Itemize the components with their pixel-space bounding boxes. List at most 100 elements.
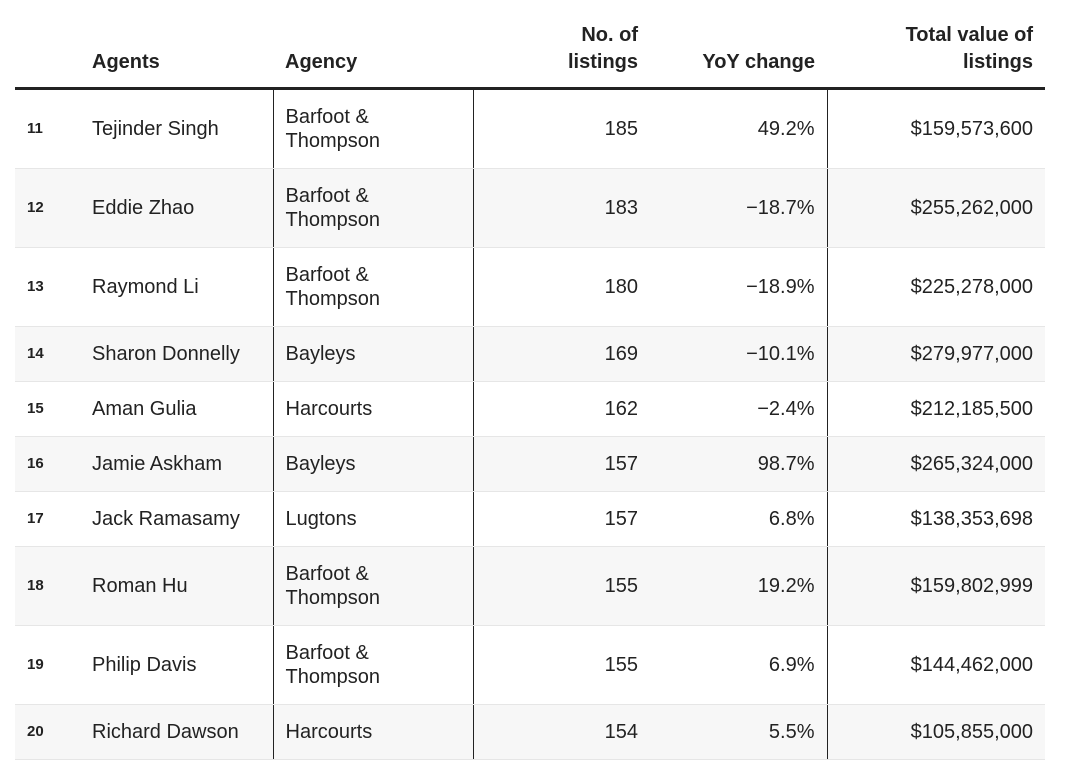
cell-rank: 19 xyxy=(15,625,80,705)
cell-listings: 180 xyxy=(472,247,650,327)
cell-rank: 12 xyxy=(15,168,80,248)
cell-rank: 17 xyxy=(15,491,80,547)
cell-listings: 185 xyxy=(472,88,650,169)
agency-line1: Bayleys xyxy=(285,453,356,475)
cell-listings: 157 xyxy=(472,491,650,547)
agency-line1: Barfoot & xyxy=(285,264,369,286)
cell-yoy: 6.9% xyxy=(650,625,827,705)
table-body: 11 Tejinder Singh Barfoot & Thompson 185 … xyxy=(15,88,1045,760)
cell-total: $212,185,500 xyxy=(826,381,1045,437)
agency-line1: Harcourts xyxy=(285,398,373,420)
table-row: 15 Aman Gulia Harcourts 162 −2.4% $212,1… xyxy=(15,381,1045,437)
agency-line1: Harcourts xyxy=(285,721,373,743)
table-row: 16 Jamie Askham Bayleys 157 98.7% $265,3… xyxy=(15,436,1045,492)
table-row: 13 Raymond Li Barfoot & Thompson 180 −18.… xyxy=(15,247,1045,327)
agency-line1: Barfoot & xyxy=(285,185,369,207)
agency-line1: Barfoot & xyxy=(285,563,369,585)
agency-line2: Thompson xyxy=(285,130,381,152)
cell-agency: Barfoot & Thompson xyxy=(272,168,473,248)
header-listings-line1: No. of xyxy=(581,24,638,46)
header-agents: Agents xyxy=(80,0,273,90)
cell-agent: Sharon Donnelly xyxy=(80,326,273,382)
agents-table-container: Agents Agency No. of listings YoY change… xyxy=(15,0,1045,760)
cell-yoy: 19.2% xyxy=(650,546,827,626)
cell-yoy: 49.2% xyxy=(650,88,827,169)
table-row: 14 Sharon Donnelly Bayleys 169 −10.1% $2… xyxy=(15,326,1045,382)
cell-yoy: −10.1% xyxy=(650,326,827,382)
cell-total: $255,262,000 xyxy=(826,168,1045,248)
cell-yoy: 98.7% xyxy=(650,436,827,492)
cell-rank: 13 xyxy=(15,247,80,327)
cell-agent: Philip Davis xyxy=(80,625,273,705)
table-row: 11 Tejinder Singh Barfoot & Thompson 185 … xyxy=(15,88,1045,169)
table-row: 18 Roman Hu Barfoot & Thompson 155 19.2% … xyxy=(15,546,1045,626)
table-header: Agents Agency No. of listings YoY change… xyxy=(15,0,1045,90)
cell-total: $159,802,999 xyxy=(826,546,1045,626)
cell-rank: 15 xyxy=(15,381,80,437)
cell-total: $144,462,000 xyxy=(826,625,1045,705)
cell-agency: Barfoot & Thompson xyxy=(272,546,473,626)
header-listings-line2: listings xyxy=(567,51,638,73)
cell-yoy: −18.7% xyxy=(650,168,827,248)
cell-total: $279,977,000 xyxy=(826,326,1045,382)
cell-listings: 154 xyxy=(472,704,650,760)
header-total-line2: listings xyxy=(962,51,1033,73)
header-total-line1: Total value of xyxy=(905,24,1033,46)
cell-listings: 169 xyxy=(472,326,650,382)
cell-agent: Richard Dawson xyxy=(80,704,273,760)
cell-total: $225,278,000 xyxy=(826,247,1045,327)
cell-agency: Barfoot & Thompson xyxy=(272,247,473,327)
table-row: 17 Jack Ramasamy Lugtons 157 6.8% $138,3… xyxy=(15,491,1045,547)
agency-line1: Lugtons xyxy=(285,508,357,530)
cell-agency: Harcourts xyxy=(272,381,473,437)
cell-yoy: −2.4% xyxy=(650,381,827,437)
header-total: Total value of listings xyxy=(827,0,1045,90)
cell-agent: Jack Ramasamy xyxy=(80,491,273,547)
cell-total: $159,573,600 xyxy=(826,88,1045,169)
cell-agency: Bayleys xyxy=(272,326,473,382)
cell-agent: Jamie Askham xyxy=(80,436,273,492)
agents-table: Agents Agency No. of listings YoY change… xyxy=(15,0,1045,760)
cell-listings: 155 xyxy=(472,546,650,626)
cell-agent: Tejinder Singh xyxy=(80,88,273,169)
cell-listings: 157 xyxy=(472,436,650,492)
cell-yoy: 5.5% xyxy=(650,704,827,760)
cell-rank: 20 xyxy=(15,704,80,760)
table-row: 19 Philip Davis Barfoot & Thompson 155 6.… xyxy=(15,625,1045,705)
header-row: Agents Agency No. of listings YoY change… xyxy=(15,0,1045,90)
agency-line1: Barfoot & xyxy=(285,106,369,128)
cell-total: $105,855,000 xyxy=(826,704,1045,760)
header-rank xyxy=(15,0,80,90)
table-row: 20 Richard Dawson Harcourts 154 5.5% $10… xyxy=(15,704,1045,760)
cell-agency: Harcourts xyxy=(272,704,473,760)
cell-listings: 162 xyxy=(472,381,650,437)
cell-agency: Barfoot & Thompson xyxy=(272,625,473,705)
cell-yoy: 6.8% xyxy=(650,491,827,547)
agency-line2: Thompson xyxy=(285,209,381,231)
cell-agency: Barfoot & Thompson xyxy=(272,88,473,169)
agency-line2: Thompson xyxy=(285,666,381,688)
header-yoy: YoY change xyxy=(650,0,827,90)
cell-total: $265,324,000 xyxy=(826,436,1045,492)
cell-total: $138,353,698 xyxy=(826,491,1045,547)
cell-agent: Aman Gulia xyxy=(80,381,273,437)
cell-rank: 18 xyxy=(15,546,80,626)
header-agency: Agency xyxy=(273,0,473,90)
cell-listings: 155 xyxy=(472,625,650,705)
agency-line2: Thompson xyxy=(285,288,381,310)
cell-agency: Bayleys xyxy=(272,436,473,492)
cell-agent: Roman Hu xyxy=(80,546,273,626)
cell-rank: 14 xyxy=(15,326,80,382)
agency-line1: Bayleys xyxy=(285,343,356,365)
agency-line2: Thompson xyxy=(285,587,381,609)
agency-line1: Barfoot & xyxy=(285,642,369,664)
cell-rank: 11 xyxy=(15,88,80,169)
cell-agent: Eddie Zhao xyxy=(80,168,273,248)
cell-listings: 183 xyxy=(472,168,650,248)
cell-agency: Lugtons xyxy=(272,491,473,547)
header-listings: No. of listings xyxy=(473,0,650,90)
table-row: 12 Eddie Zhao Barfoot & Thompson 183 −18.… xyxy=(15,168,1045,248)
cell-yoy: −18.9% xyxy=(650,247,827,327)
cell-rank: 16 xyxy=(15,436,80,492)
cell-agent: Raymond Li xyxy=(80,247,273,327)
